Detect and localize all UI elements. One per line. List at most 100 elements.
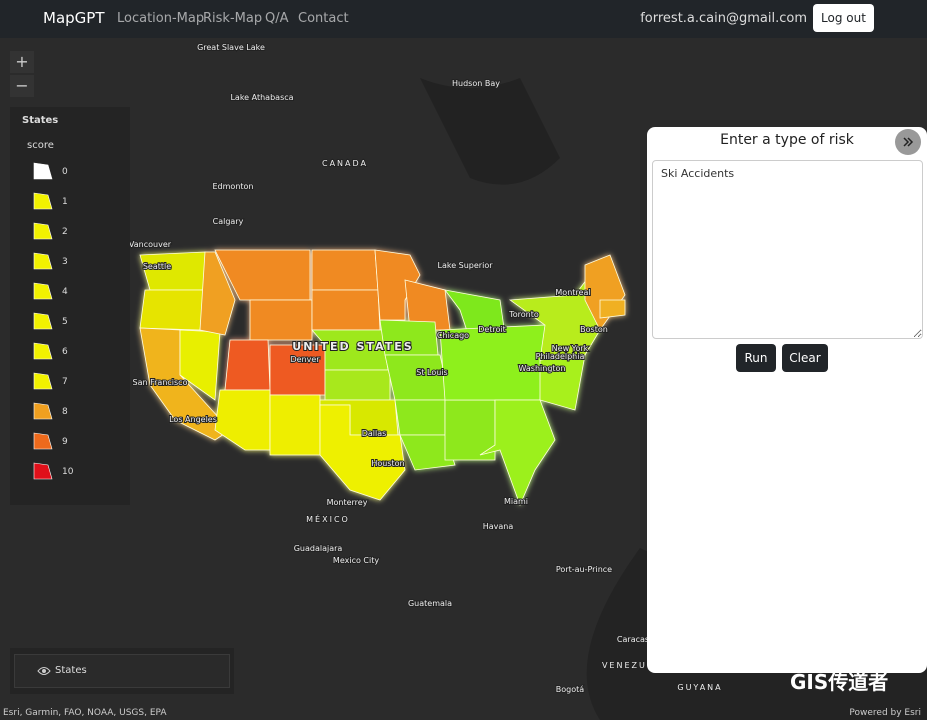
legend-field: score xyxy=(27,140,54,151)
panel-title: Enter a type of risk xyxy=(720,132,854,148)
eye-icon xyxy=(37,667,51,675)
legend-swatch xyxy=(33,192,53,210)
map-label: Washington xyxy=(518,364,565,373)
nav-link[interactable]: Location-Map xyxy=(117,11,205,26)
legend-label: 4 xyxy=(62,287,68,297)
map-label: Lake Athabasca xyxy=(230,93,293,102)
state xyxy=(324,369,391,401)
legend-label: 1 xyxy=(62,197,68,207)
legend-label: 10 xyxy=(62,467,74,477)
risk-panel: Enter a type of risk Ski Accidents Run C… xyxy=(647,127,927,673)
map-label: New York xyxy=(552,344,589,353)
legend-label: 6 xyxy=(62,347,68,357)
legend-swatch xyxy=(33,282,53,300)
states-layer xyxy=(139,249,626,507)
legend-swatch xyxy=(33,432,53,450)
state xyxy=(394,399,446,436)
state xyxy=(319,404,406,501)
legend-swatch xyxy=(33,252,53,270)
user-email: forrest.a.cain@gmail.com xyxy=(640,11,807,26)
map-label: Port-au-Prince xyxy=(556,565,612,574)
layer-list: States xyxy=(10,648,234,694)
state xyxy=(199,251,236,336)
map-label: GUYANA xyxy=(677,683,722,692)
map-label: Boston xyxy=(580,325,608,334)
map-label: Seattle xyxy=(143,262,171,271)
map-label: Detroit xyxy=(478,325,506,334)
map-label: Los Angeles xyxy=(169,415,217,424)
map-label: Calgary xyxy=(213,217,244,226)
map-label: Great Slave Lake xyxy=(197,43,265,52)
state xyxy=(311,289,381,331)
legend-title: States xyxy=(22,115,59,126)
brand[interactable]: MapGPT xyxy=(43,9,105,27)
legend-swatch xyxy=(33,162,53,180)
state xyxy=(139,251,206,291)
legend-swatch xyxy=(33,402,53,420)
map-label: VENEZUELA xyxy=(602,661,668,670)
legend-swatch xyxy=(33,222,53,240)
map-label: Caracas xyxy=(617,635,649,644)
legend-swatch xyxy=(33,342,53,360)
map-label: Hudson Bay xyxy=(452,79,500,88)
map-label: Edmonton xyxy=(213,182,254,191)
clear-button[interactable]: Clear xyxy=(782,344,828,372)
map-label: Vancouver xyxy=(129,240,172,249)
state xyxy=(139,289,206,331)
watermark: GIS传道者 xyxy=(790,670,889,694)
nav-link[interactable]: Contact xyxy=(298,11,349,26)
layer-name: States xyxy=(55,665,87,676)
legend: States score 0 1 2 3 4 5 6 7 8 9 10 xyxy=(10,107,130,505)
navbar: MapGPT Location-Map Risk-Map Q/A Contact… xyxy=(0,0,927,38)
map-label: Philadelphia xyxy=(536,352,585,361)
map-label: Houston xyxy=(371,459,404,468)
attribution: Esri, Garmin, FAO, NOAA, USGS, EPA xyxy=(3,708,167,718)
map-label: Guadalajara xyxy=(294,544,343,553)
collapse-button[interactable] xyxy=(895,129,921,155)
legend-items: 0 1 2 3 4 5 6 7 8 9 10 xyxy=(33,162,74,480)
nav-link[interactable]: Q/A xyxy=(265,11,289,26)
state xyxy=(224,339,271,391)
zoom-out[interactable]: − xyxy=(10,75,34,97)
state xyxy=(269,394,321,456)
map-labels: Great Slave Lake Lake Athabasca Hudson Bay… xyxy=(128,42,722,695)
state xyxy=(311,249,379,291)
map-label: Denver xyxy=(290,355,320,364)
run-button[interactable]: Run xyxy=(736,344,776,372)
layer-item[interactable]: States xyxy=(14,654,230,688)
legend-swatch xyxy=(33,312,53,330)
map-label: St Louis xyxy=(416,368,447,377)
water xyxy=(420,78,560,185)
chevrons-icon xyxy=(903,137,914,147)
map-label: Mexico City xyxy=(333,556,379,565)
zoom-in[interactable]: + xyxy=(10,51,34,73)
map-label: San Francisco xyxy=(133,378,188,387)
risk-input[interactable]: Ski Accidents xyxy=(652,160,923,339)
nav-link[interactable]: Risk-Map xyxy=(203,11,263,26)
map-label: Bogotá xyxy=(556,685,584,694)
legend-label: 7 xyxy=(62,377,68,387)
legend-label: 2 xyxy=(62,227,68,237)
map-label: CANADA xyxy=(322,159,368,168)
logout-button[interactable]: Log out xyxy=(813,4,874,32)
legend-label: 9 xyxy=(62,437,68,447)
legend-swatch xyxy=(33,372,53,390)
state xyxy=(214,389,271,451)
map-label: UNITED STATES xyxy=(292,340,413,353)
powered-by: Powered by Esri xyxy=(849,708,921,718)
map-label: Guatemala xyxy=(408,599,452,608)
legend-label: 3 xyxy=(62,257,68,267)
map-label: Chicago xyxy=(437,331,469,340)
legend-label: 0 xyxy=(62,167,68,177)
map-label: Toronto xyxy=(508,310,539,319)
state xyxy=(399,434,456,471)
map-label: MÉXICO xyxy=(306,513,350,524)
map-label: Havana xyxy=(483,522,514,531)
map-label: Monterrey xyxy=(327,498,368,507)
legend-label: 5 xyxy=(62,317,68,327)
state xyxy=(249,299,313,341)
map-label: Dallas xyxy=(362,429,387,438)
map-label: Lake Superior xyxy=(437,261,493,270)
